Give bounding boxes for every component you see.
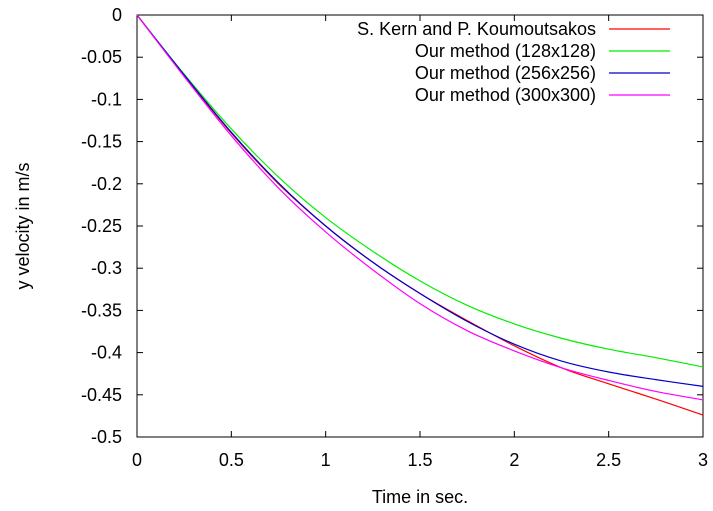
x-axis-title: Time in sec. [372, 487, 468, 507]
x-tick-label: 0 [132, 450, 142, 470]
legend-label: Our method (256x256) [415, 63, 596, 83]
legend-label: S. Kern and P. Koumoutsakos [357, 19, 596, 39]
x-tick-label: 3 [698, 450, 708, 470]
y-tick-label: -0.25 [81, 216, 122, 236]
y-tick-label: -0.2 [91, 174, 122, 194]
y-tick-label: -0.4 [91, 343, 122, 363]
series-line [136, 14, 704, 368]
y-tick-label: -0.1 [91, 89, 122, 109]
series-line [136, 14, 704, 401]
x-tick-label: 1 [321, 450, 331, 470]
tick-labels: 0 0.5 1 1.5 2 2.5 3 0 -0.05 -0.1 -0.15 -0.2 -0.25 -0.… [81, 5, 708, 470]
y-tick-label: -0.45 [81, 385, 122, 405]
y-tick-label: -0.05 [81, 47, 122, 67]
y-axis-title: y velocity in m/s [13, 162, 33, 289]
series-line [136, 14, 704, 387]
series-layer [136, 14, 704, 416]
y-tick-label: -0.5 [91, 427, 122, 447]
x-tick-label: 0.5 [219, 450, 244, 470]
axis-ticks [136, 14, 704, 438]
y-tick-label: -0.3 [91, 258, 122, 278]
y-tick-label: 0 [112, 5, 122, 25]
y-tick-label: -0.35 [81, 300, 122, 320]
x-tick-label: 2.5 [596, 450, 621, 470]
legend-label: Our method (300x300) [415, 85, 596, 105]
x-tick-label: 2 [509, 450, 519, 470]
legend-label: Our method (128x128) [415, 41, 596, 61]
x-tick-label: 1.5 [407, 450, 432, 470]
y-tick-label: -0.15 [81, 132, 122, 152]
